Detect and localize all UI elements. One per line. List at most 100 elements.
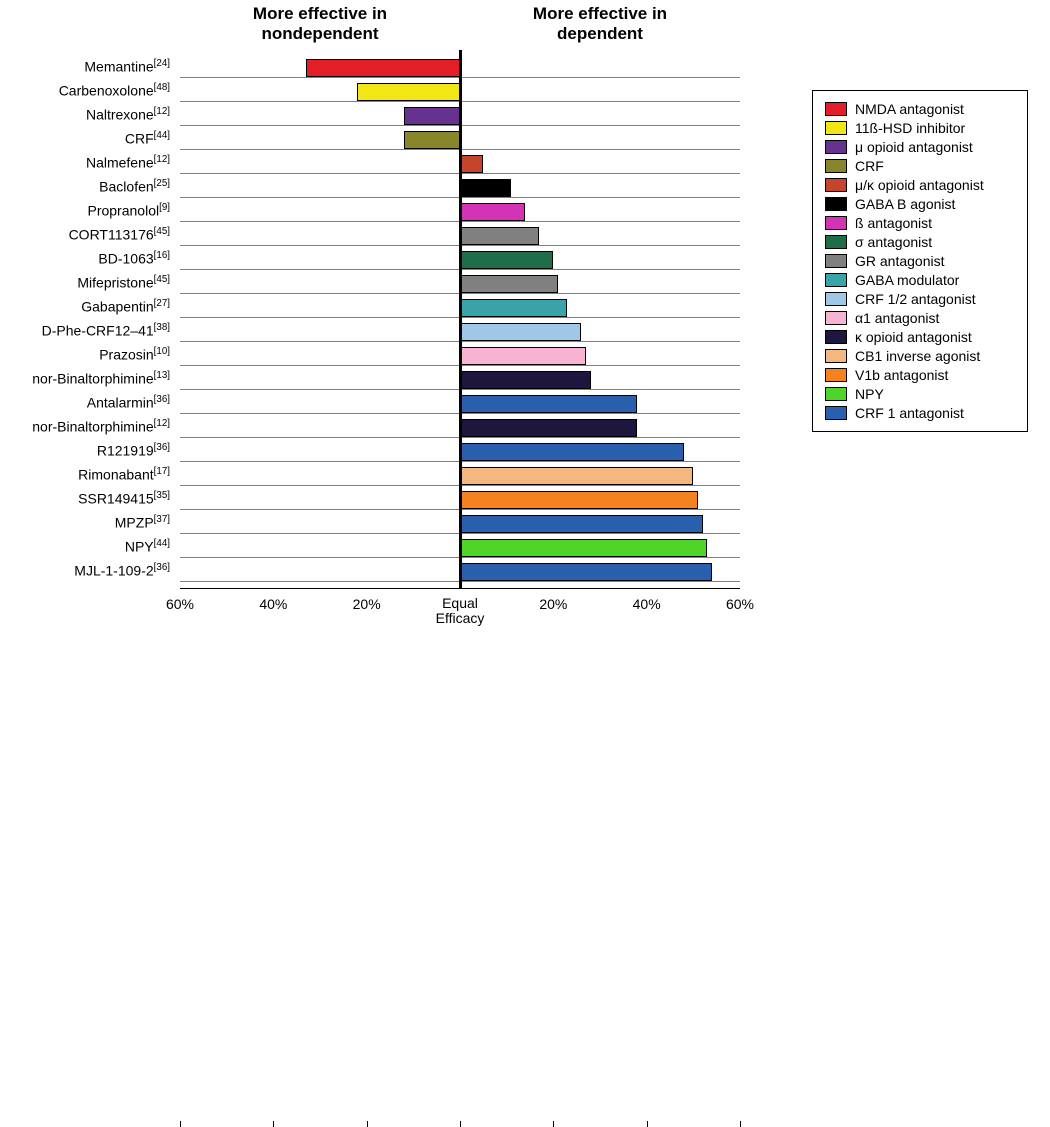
legend-swatch [825,216,847,230]
legend-item: μ opioid antagonist [825,139,1015,155]
row-label: R121919[36] [0,442,170,459]
legend-swatch [825,121,847,135]
legend-swatch [825,178,847,192]
row-label: Propranolol[9] [0,202,170,219]
legend-label: CRF [855,158,884,174]
row-label: BD-1063[16] [0,250,170,267]
row-label: Prazosin[10] [0,346,170,363]
row-label: MJL-1-109-2[36] [0,562,170,579]
legend-label: CB1 inverse agonist [855,348,980,364]
legend-swatch [825,311,847,325]
legend-item: CRF [825,158,1015,174]
legend-label: CRF 1 antagonist [855,405,964,421]
legend-swatch [825,102,847,116]
x-tick-label: 40% [259,596,287,612]
x-tick-label: 40% [633,596,661,612]
legend-item: CRF 1 antagonist [825,405,1015,421]
legend: NMDA antagonist 11ß-HSD inhibitor μ opioid… [812,90,1028,432]
row-label: NPY[44] [0,538,170,555]
header-left: More effective innondependent [220,4,420,43]
x-tick-label: 60% [166,596,194,612]
legend-swatch [825,349,847,363]
header-right: More effective independent [500,4,700,43]
row-label: nor-Binaltorphimine[13] [0,370,170,387]
bar [357,83,460,101]
legend-swatch [825,254,847,268]
row-label: Antalarmin[36] [0,394,170,411]
legend-label: α1 antagonist [855,310,939,326]
bar [460,347,586,365]
bar [460,443,684,461]
bar [460,179,511,197]
bar [460,467,693,485]
legend-label: NPY [855,386,884,402]
x-tick-label: 20% [353,596,381,612]
row-label: CRF[44] [0,130,170,147]
legend-item: σ antagonist [825,234,1015,250]
legend-item: κ opioid antagonist [825,329,1015,345]
legend-label: κ opioid antagonist [855,329,972,345]
row-label: CORT113176[45] [0,226,170,243]
zero-line [459,50,462,588]
row-label: SSR149415[35] [0,490,170,507]
bar [460,227,539,245]
x-axis [180,588,740,589]
row-label: Nalmefene[12] [0,154,170,171]
row-label: D-Phe-CRF12–41[38] [0,322,170,339]
legend-swatch [825,387,847,401]
legend-item: ß antagonist [825,215,1015,231]
legend-item: GABA modulator [825,272,1015,288]
bar [404,107,460,125]
row-label: nor-Binaltorphimine[12] [0,418,170,435]
x-tick [647,1121,648,1127]
legend-item: NMDA antagonist [825,101,1015,117]
legend-swatch [825,159,847,173]
row-label: Rimonabant[17] [0,466,170,483]
row-label: Baclofen[25] [0,178,170,195]
legend-label: GABA modulator [855,272,959,288]
legend-label: V1b antagonist [855,367,948,383]
legend-swatch [825,273,847,287]
row-label: Naltrexone[12] [0,106,170,123]
legend-item: μ/κ opioid antagonist [825,177,1015,193]
legend-swatch [825,197,847,211]
legend-item: GR antagonist [825,253,1015,269]
row-label: Memantine[24] [0,58,170,75]
x-tick [273,1121,274,1127]
bar [460,299,567,317]
legend-swatch [825,235,847,249]
legend-item: GABA B agonist [825,196,1015,212]
bar [460,563,712,581]
legend-item: CRF 1/2 antagonist [825,291,1015,307]
x-tick-label: 60% [726,596,754,612]
bar [460,155,483,173]
x-tick [553,1121,554,1127]
x-tick [460,1121,461,1127]
bar [460,515,703,533]
bar [460,203,525,221]
bar [404,131,460,149]
row-label: Mifepristone[45] [0,274,170,291]
legend-label: σ antagonist [855,234,932,250]
legend-item: V1b antagonist [825,367,1015,383]
x-tick [180,1121,181,1127]
x-tick [740,1121,741,1127]
bar [460,491,698,509]
legend-item: CB1 inverse agonist [825,348,1015,364]
legend-label: ß antagonist [855,215,932,231]
legend-label: μ/κ opioid antagonist [855,177,984,193]
legend-item: 11ß-HSD inhibitor [825,120,1015,136]
legend-swatch [825,292,847,306]
bar [460,251,553,269]
legend-label: NMDA antagonist [855,101,964,117]
legend-label: μ opioid antagonist [855,139,973,155]
x-tick-label-equal: EqualEfficacy [436,596,485,627]
efficacy-diverging-bar-chart [180,56,740,586]
legend-label: GR antagonist [855,253,945,269]
x-tick-label: 20% [539,596,567,612]
legend-label: 11ß-HSD inhibitor [855,120,965,136]
legend-item: α1 antagonist [825,310,1015,326]
row-label: MPZP[37] [0,514,170,531]
row-label: Carbenoxolone[48] [0,82,170,99]
bar [460,323,581,341]
